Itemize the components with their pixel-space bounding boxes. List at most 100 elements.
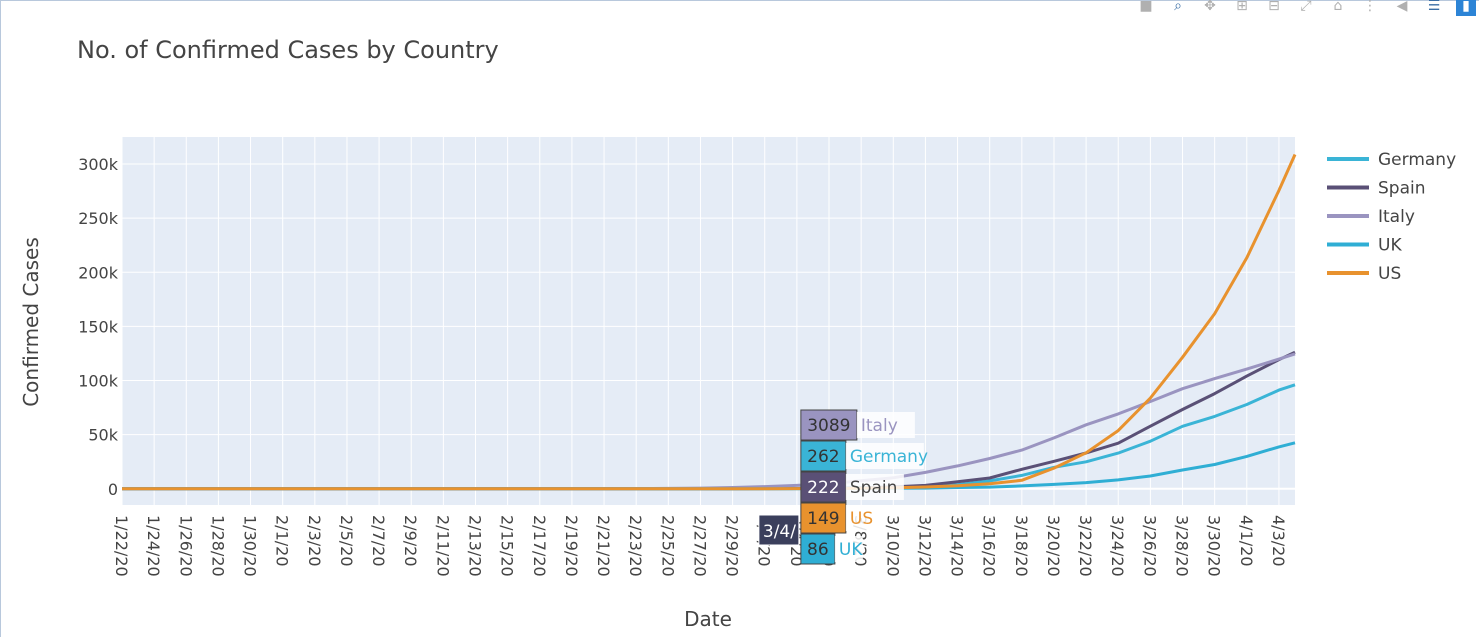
camera-icon[interactable]: ■	[1139, 0, 1153, 14]
hover-name-bg	[845, 474, 904, 500]
hover-label-spain: 222 Spain	[800, 471, 904, 503]
x-tick-label: 2/9/20	[401, 515, 420, 567]
hover-value-box	[800, 409, 858, 441]
x-tick-label: 2/11/20	[433, 515, 452, 577]
hover-date-label: 3/4/	[758, 514, 800, 546]
chart-title: No. of Confirmed Cases by Country	[77, 36, 499, 64]
x-tick-label: 1/24/20	[144, 515, 163, 577]
y-tick-label: 100k	[78, 372, 119, 391]
y-tick-label: 150k	[78, 317, 119, 336]
hover-value-box	[800, 440, 847, 472]
zoom-icon[interactable]: ⌕	[1174, 0, 1182, 14]
x-tick-label: 3/24/20	[1108, 515, 1127, 577]
y-axis-title: Confirmed Cases	[19, 237, 43, 407]
autoscale-icon[interactable]: ⤢	[1300, 0, 1312, 14]
series-line-us	[122, 153, 1297, 491]
x-tick-label: 2/29/20	[723, 515, 742, 577]
legend[interactable]: Germany Spain Italy UK US	[1327, 150, 1456, 284]
x-tick-label: 3/12/20	[915, 515, 934, 577]
x-tick-label: 2/15/20	[498, 515, 517, 577]
hover-series-name: Spain	[850, 478, 898, 498]
x-tick-label: 2/3/20	[305, 515, 324, 567]
x-tick-label: 3/18/20	[1012, 515, 1031, 577]
hover-labels: 3089 Italy 262 Germany 222 Spain 149 US 86 UK 3/4/	[758, 409, 928, 565]
hover-name-bg	[845, 505, 874, 531]
x-tick-label: 2/27/20	[690, 515, 709, 577]
hover-date-text: 3/4/	[763, 522, 796, 542]
x-tick-label: 3/28/20	[1173, 515, 1192, 577]
hover-value: 86	[807, 540, 829, 560]
x-tick-label: 1/28/20	[208, 515, 227, 577]
y-tick-label: 250k	[78, 209, 119, 228]
x-axis-title: Date	[684, 607, 732, 631]
hover-series-name: Italy	[861, 416, 898, 436]
legend-item-italy[interactable]: Italy	[1327, 207, 1415, 227]
legend-label: US	[1378, 264, 1401, 284]
legend-label: Italy	[1378, 207, 1415, 227]
x-tick-label: 3/30/20	[1205, 515, 1224, 577]
hover-value-box	[800, 502, 847, 534]
y-tick-label: 300k	[78, 155, 119, 174]
x-tick-label: 2/19/20	[562, 515, 581, 577]
hover-name-bg	[834, 536, 863, 562]
x-tick-label: 3/10/20	[883, 515, 902, 577]
x-tick-label: 3/22/20	[1076, 515, 1095, 577]
hover-value: 149	[807, 509, 839, 529]
x-tick-label: 1/30/20	[241, 515, 260, 577]
hover-date-box	[758, 514, 800, 546]
x-axis-ticks: 1/22/20 1/24/20 1/26/20 1/28/20 1/30/20 2/1/2…	[112, 515, 1288, 577]
hover-label-us: 149 US	[800, 502, 874, 534]
x-tick-label: 4/1/20	[1237, 515, 1256, 567]
y-axis-ticks: 0 50k 100k 150k 200k 250k 300k	[78, 155, 119, 499]
x-tick-label: 1/26/20	[176, 515, 195, 577]
hover-name-bg	[856, 412, 915, 438]
series-lines	[122, 153, 1297, 491]
y-tick-label: 50k	[88, 426, 118, 445]
x-tick-label: 3/16/20	[980, 515, 999, 577]
legend-label: Spain	[1378, 179, 1426, 199]
x-tick-label: 2/25/20	[658, 515, 677, 577]
zoom-out-icon[interactable]: ⊟	[1268, 0, 1280, 14]
y-tick-label: 200k	[78, 263, 119, 282]
hover-series-name: US	[850, 509, 873, 529]
y-tick-label: 0	[108, 480, 118, 499]
hover-series-name: Germany	[850, 447, 928, 467]
hover-value-box	[800, 533, 836, 565]
legend-label: Germany	[1378, 150, 1456, 170]
modebar: ■ ⌕ ✥ ⊞ ⊟ ⤢ ⌂ ⋮ ◀ ☰ ▮	[1136, 0, 1476, 16]
hover-label-uk: 86 UK	[800, 533, 863, 565]
hover-label-italy: 3089 Italy	[800, 409, 915, 441]
hover-label-germany: 262 Germany	[800, 440, 928, 472]
plotly-logo-icon[interactable]: ▮	[1456, 0, 1476, 16]
hover-compare-icon[interactable]: ☰	[1427, 0, 1441, 14]
hover-value: 222	[807, 478, 839, 498]
zoom-in-icon[interactable]: ⊞	[1236, 0, 1248, 14]
spike-lines-icon[interactable]: ⋮	[1363, 0, 1377, 14]
legend-label: UK	[1378, 236, 1402, 256]
hover-name-bg	[845, 443, 924, 469]
x-tick-label: 1/22/20	[112, 515, 131, 577]
x-tick-label: 2/7/20	[369, 515, 388, 567]
x-tick-label: 4/3/20	[1269, 515, 1288, 567]
plot-area	[122, 137, 1295, 505]
legend-item-spain[interactable]: Spain	[1327, 179, 1426, 199]
hover-value: 262	[807, 447, 839, 467]
pan-icon[interactable]: ✥	[1204, 0, 1216, 14]
x-tick-label: 3/26/20	[1140, 515, 1159, 577]
hover-closest-icon[interactable]: ◀	[1396, 0, 1408, 14]
legend-item-germany[interactable]: Germany	[1327, 150, 1456, 170]
x-tick-label: 2/17/20	[530, 515, 549, 577]
x-tick-label: 2/13/20	[466, 515, 485, 577]
x-tick-label: 3/20/20	[1044, 515, 1063, 577]
x-tick-label: 2/1/20	[273, 515, 292, 567]
legend-item-uk[interactable]: UK	[1327, 236, 1402, 256]
x-tick-label: 2/21/20	[594, 515, 613, 577]
legend-item-us[interactable]: US	[1327, 264, 1401, 284]
x-tick-label: 2/23/20	[626, 515, 645, 577]
hover-series-name: UK	[839, 540, 863, 560]
home-icon[interactable]: ⌂	[1333, 0, 1343, 14]
hover-value: 3089	[807, 416, 850, 436]
x-tick-label: 3/14/20	[948, 515, 967, 577]
